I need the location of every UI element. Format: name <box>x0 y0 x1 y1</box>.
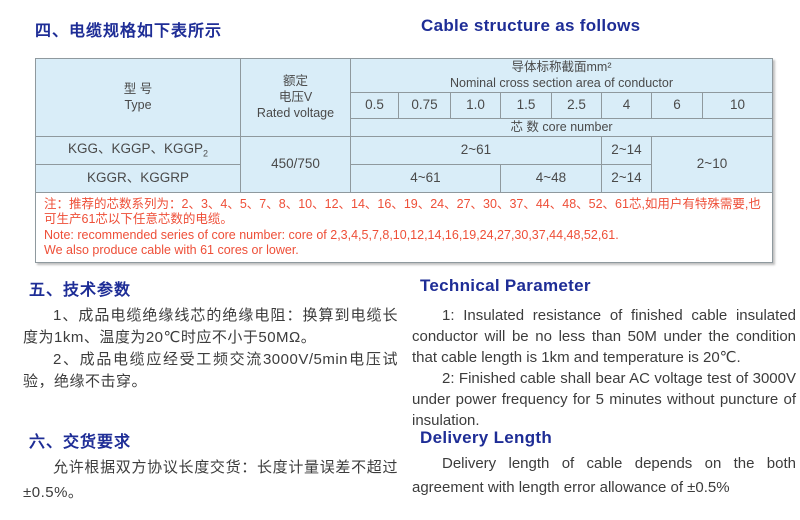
core-range-cell: 4~48 <box>500 163 602 193</box>
header-voltage-cn2: 电压V <box>278 90 313 105</box>
core-range-cell: 4~61 <box>350 163 501 193</box>
table-row-kggr: KGGR、KGGRP 4~61 4~48 2~14 <box>35 163 773 193</box>
type-kgg-sub: 2 <box>203 148 209 159</box>
type-kgg-text: KGG、KGGP、KGGP <box>67 140 203 156</box>
section6-heading-en: Delivery Length <box>420 428 553 447</box>
section4-heading-en: Cable structure as follows <box>421 16 641 35</box>
note-en-1: Note: recommended series of core number:… <box>44 227 619 242</box>
size-cell: 10 <box>701 91 774 119</box>
section4-heading-cn: 四、电缆规格如下表所示 <box>35 23 223 40</box>
tech-cn-block: 1、成品电缆绝缘线芯的绝缘电阻：换算到电缆长度为1km、温度为20℃时应不小于5… <box>23 305 398 393</box>
section5-heading-en: Technical Parameter <box>420 276 591 295</box>
header-section-en: Nominal cross section area of conductor <box>450 76 674 91</box>
header-type-en: Type <box>124 98 152 113</box>
type-cell-kgg: KGG、KGGP、KGGP2 <box>35 135 241 165</box>
core-range-cell: 2~10 <box>650 135 774 193</box>
size-cell: 4 <box>601 91 652 119</box>
header-voltage-cell: 额定 电压V Rated voltage <box>240 58 351 137</box>
header-voltage-cn1: 额定 <box>282 73 308 88</box>
delivery-cn-block: 允许根据双方协议长度交货：长度计量误差不超过±0.5%。 <box>23 455 398 505</box>
cable-spec-table-container: 型 号 Type 额定 电压V Rated voltage 导体标称截面mm² … <box>34 58 774 263</box>
header-type-cn: 型 号 <box>123 82 153 96</box>
delivery-cn-paragraph: 允许根据双方协议长度交货：长度计量误差不超过±0.5%。 <box>23 459 398 501</box>
cable-spec-table: 型 号 Type 额定 电压V Rated voltage 导体标称截面mm² … <box>34 58 774 263</box>
tech-cn-paragraph-2: 2、成品电缆应经受工频交流3000V/5min电压试验，绝缘不击穿。 <box>23 351 398 390</box>
section6-heading-cn: 六、交货要求 <box>29 434 132 451</box>
header-section-cell: 导体标称截面mm² Nominal cross section area of … <box>349 58 774 93</box>
core-range-cell: 2~14 <box>601 163 652 193</box>
table-row-kgg: KGG、KGGP、KGGP2 450/750 2~61 2~14 2~10 <box>35 135 774 193</box>
size-cell: 0.5 <box>350 91 399 119</box>
size-cell: 1.0 <box>450 91 501 119</box>
tech-cn-paragraph-1: 1、成品电缆绝缘线芯的绝缘电阻：换算到电缆长度为1km、温度为20℃时应不小于5… <box>23 307 398 346</box>
voltage-cell: 450/750 <box>240 135 351 193</box>
size-row: 0.5 0.75 1.0 1.5 2.5 4 6 10 <box>36 91 774 119</box>
tech-en-paragraph-1: 1: Insulated resistance of finished cabl… <box>412 307 796 366</box>
size-cell: 1.5 <box>500 91 552 119</box>
note-row: 注：推荐的芯数系列为：2、3、4、5、7、8、10、12、14、16、19、24… <box>34 191 774 263</box>
size-cell: 2.5 <box>551 91 602 119</box>
note-cn: 注：推荐的芯数系列为：2、3、4、5、7、8、10、12、14、16、19、24… <box>44 196 761 227</box>
core-number-label-cell: 芯 数 core number <box>349 117 774 137</box>
core-range-cell: 2~14 <box>601 135 652 165</box>
header-voltage-en: Rated voltage <box>256 106 335 121</box>
header-section-cn: 导体标称截面mm² <box>511 60 612 74</box>
type-cell-kggr: KGGR、KGGRP <box>35 163 241 193</box>
note-en-2: We also produce cable with 61 cores or l… <box>44 243 299 257</box>
note-cell: 注：推荐的芯数系列为：2、3、4、5、7、8、10、12、14、16、19、24… <box>34 191 774 263</box>
tech-en-paragraph-2: 2: Finished cable shall bear AC voltage … <box>412 370 796 429</box>
tech-en-block: 1: Insulated resistance of finished cabl… <box>412 305 796 431</box>
size-cell: 6 <box>651 91 703 119</box>
section5-heading-cn: 五、技术参数 <box>29 282 132 299</box>
header-type-cell: 型 号 Type <box>35 58 241 137</box>
delivery-en-paragraph: Delivery length of cable depends on the … <box>412 455 796 496</box>
delivery-en-block: Delivery length of cable depends on the … <box>412 452 796 500</box>
size-cell: 0.75 <box>398 91 451 119</box>
core-range-cell: 2~61 <box>350 135 602 165</box>
